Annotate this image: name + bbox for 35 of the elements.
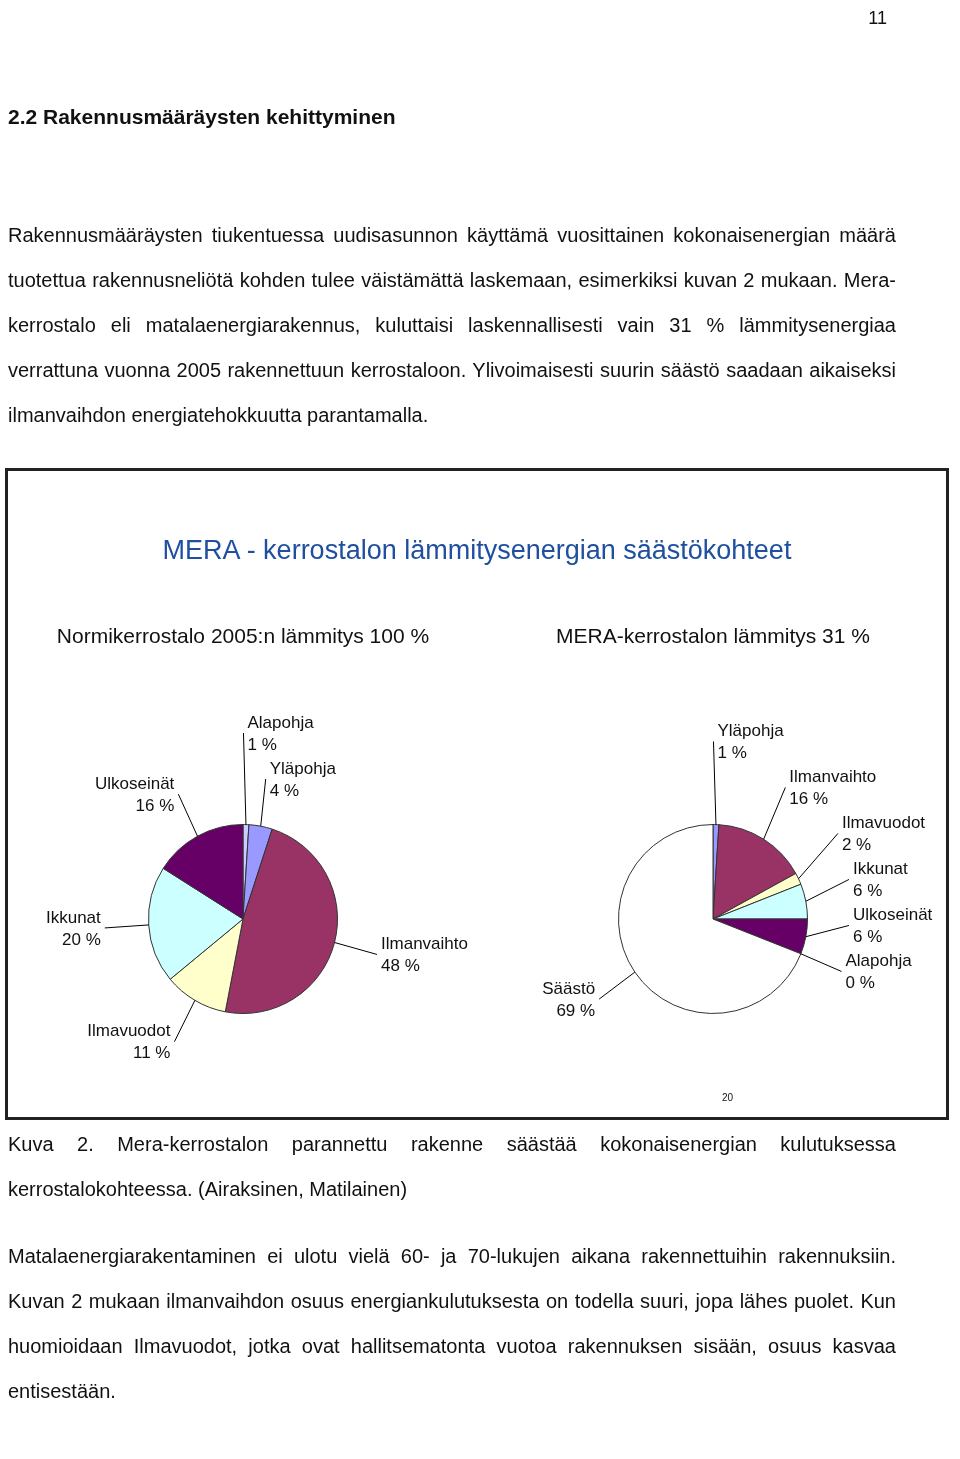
slice-label: Ikkunat <box>45 907 102 927</box>
slice-label: Säästö <box>542 978 596 998</box>
legend-label: Alapohja <box>845 951 913 971</box>
chart-title: MERA - kerrostalon lämmitysenergian säästökohteet <box>161 535 793 566</box>
text: 2.2 Rakennusmääräysten kehittyminen <box>8 105 397 129</box>
slice-label: Ilmavuodot <box>87 1021 171 1041</box>
data-label: 1 % <box>717 743 747 763</box>
data-label: 48 % <box>381 956 420 976</box>
slice-label: Ilmanvaihto <box>789 767 877 787</box>
slice-label: Ilmavuodot <box>841 813 926 833</box>
text: 0 % <box>845 973 875 993</box>
slice-label: Yläpohja <box>269 758 337 778</box>
data-label: 69 % <box>556 1000 596 1020</box>
chart-subtitle: Normikerrostalo 2005:n lämmitys 100 % <box>55 624 431 649</box>
data-label: 4 % <box>269 780 299 800</box>
data-label: 1 % <box>247 734 277 754</box>
text: Rakennusmääräysten tiukentuessa uudisasunnon käyttämä vuosittainen kokonaisenergian määrä tuotettua rakennusneliötä kohden tulee väistämättä laskemaan, esimerkiksi kuvan 2 mukaan. Mera-kerrostalo eli matalaenergiarakennus, kuluttaisi laskennallisesti vain 31 % lämmitysenergiaa verrattuna vuonna 2005 rakennettuun kerrostaloon. Ylivoimaisesti suurin säästö saadaan aikaiseksi ilmanvaihdon energiatehokkuutta parantamalla. <box>8 223 896 428</box>
slice-label: Ulkoseinät <box>94 773 175 793</box>
slice-label: Ikkunat <box>852 859 909 879</box>
slice-label: Yläpohja <box>717 721 785 741</box>
data-label: 6 % <box>852 927 883 947</box>
slice-label: Ulkoseinät <box>852 905 933 925</box>
data-label: 11 % <box>132 1043 171 1063</box>
data-label: 16 % <box>789 789 829 809</box>
data-label: 6 % <box>852 881 883 901</box>
data-label: 20 % <box>62 929 101 949</box>
slice-label: Ilmanvaihto <box>381 934 468 954</box>
data-label: 2 % <box>841 835 872 855</box>
text: 20 <box>722 1092 734 1103</box>
text: Kuva 2. Mera-kerrostalon parannettu rakenne säästää kokonaisenergian kulutuksessa kerrostalokohteessa. (Airaksinen, Matilainen) <box>8 1132 896 1202</box>
slice-label: Alapohja <box>247 712 315 732</box>
text: Matalaenergiarakentaminen ei ulotu vielä 60- ja 70-lukujen aikana rakennettuihin rakennuksiin. Kuvan 2 mukaan ilmanvaihdon osuus energiankulutuksesta on todella suuri, jopa lähes puolet. Kun huomioidaan Ilmavuodot, jotka ovat hallitsematonta vuotoa rakennuksen sisään, osuus kasvaa entisestään. <box>8 1244 896 1404</box>
chart-title: MERA-kerrostalon lämmitys 31 % <box>555 624 871 649</box>
text: 11 <box>867 8 888 29</box>
data-label: 16 % <box>135 795 175 815</box>
